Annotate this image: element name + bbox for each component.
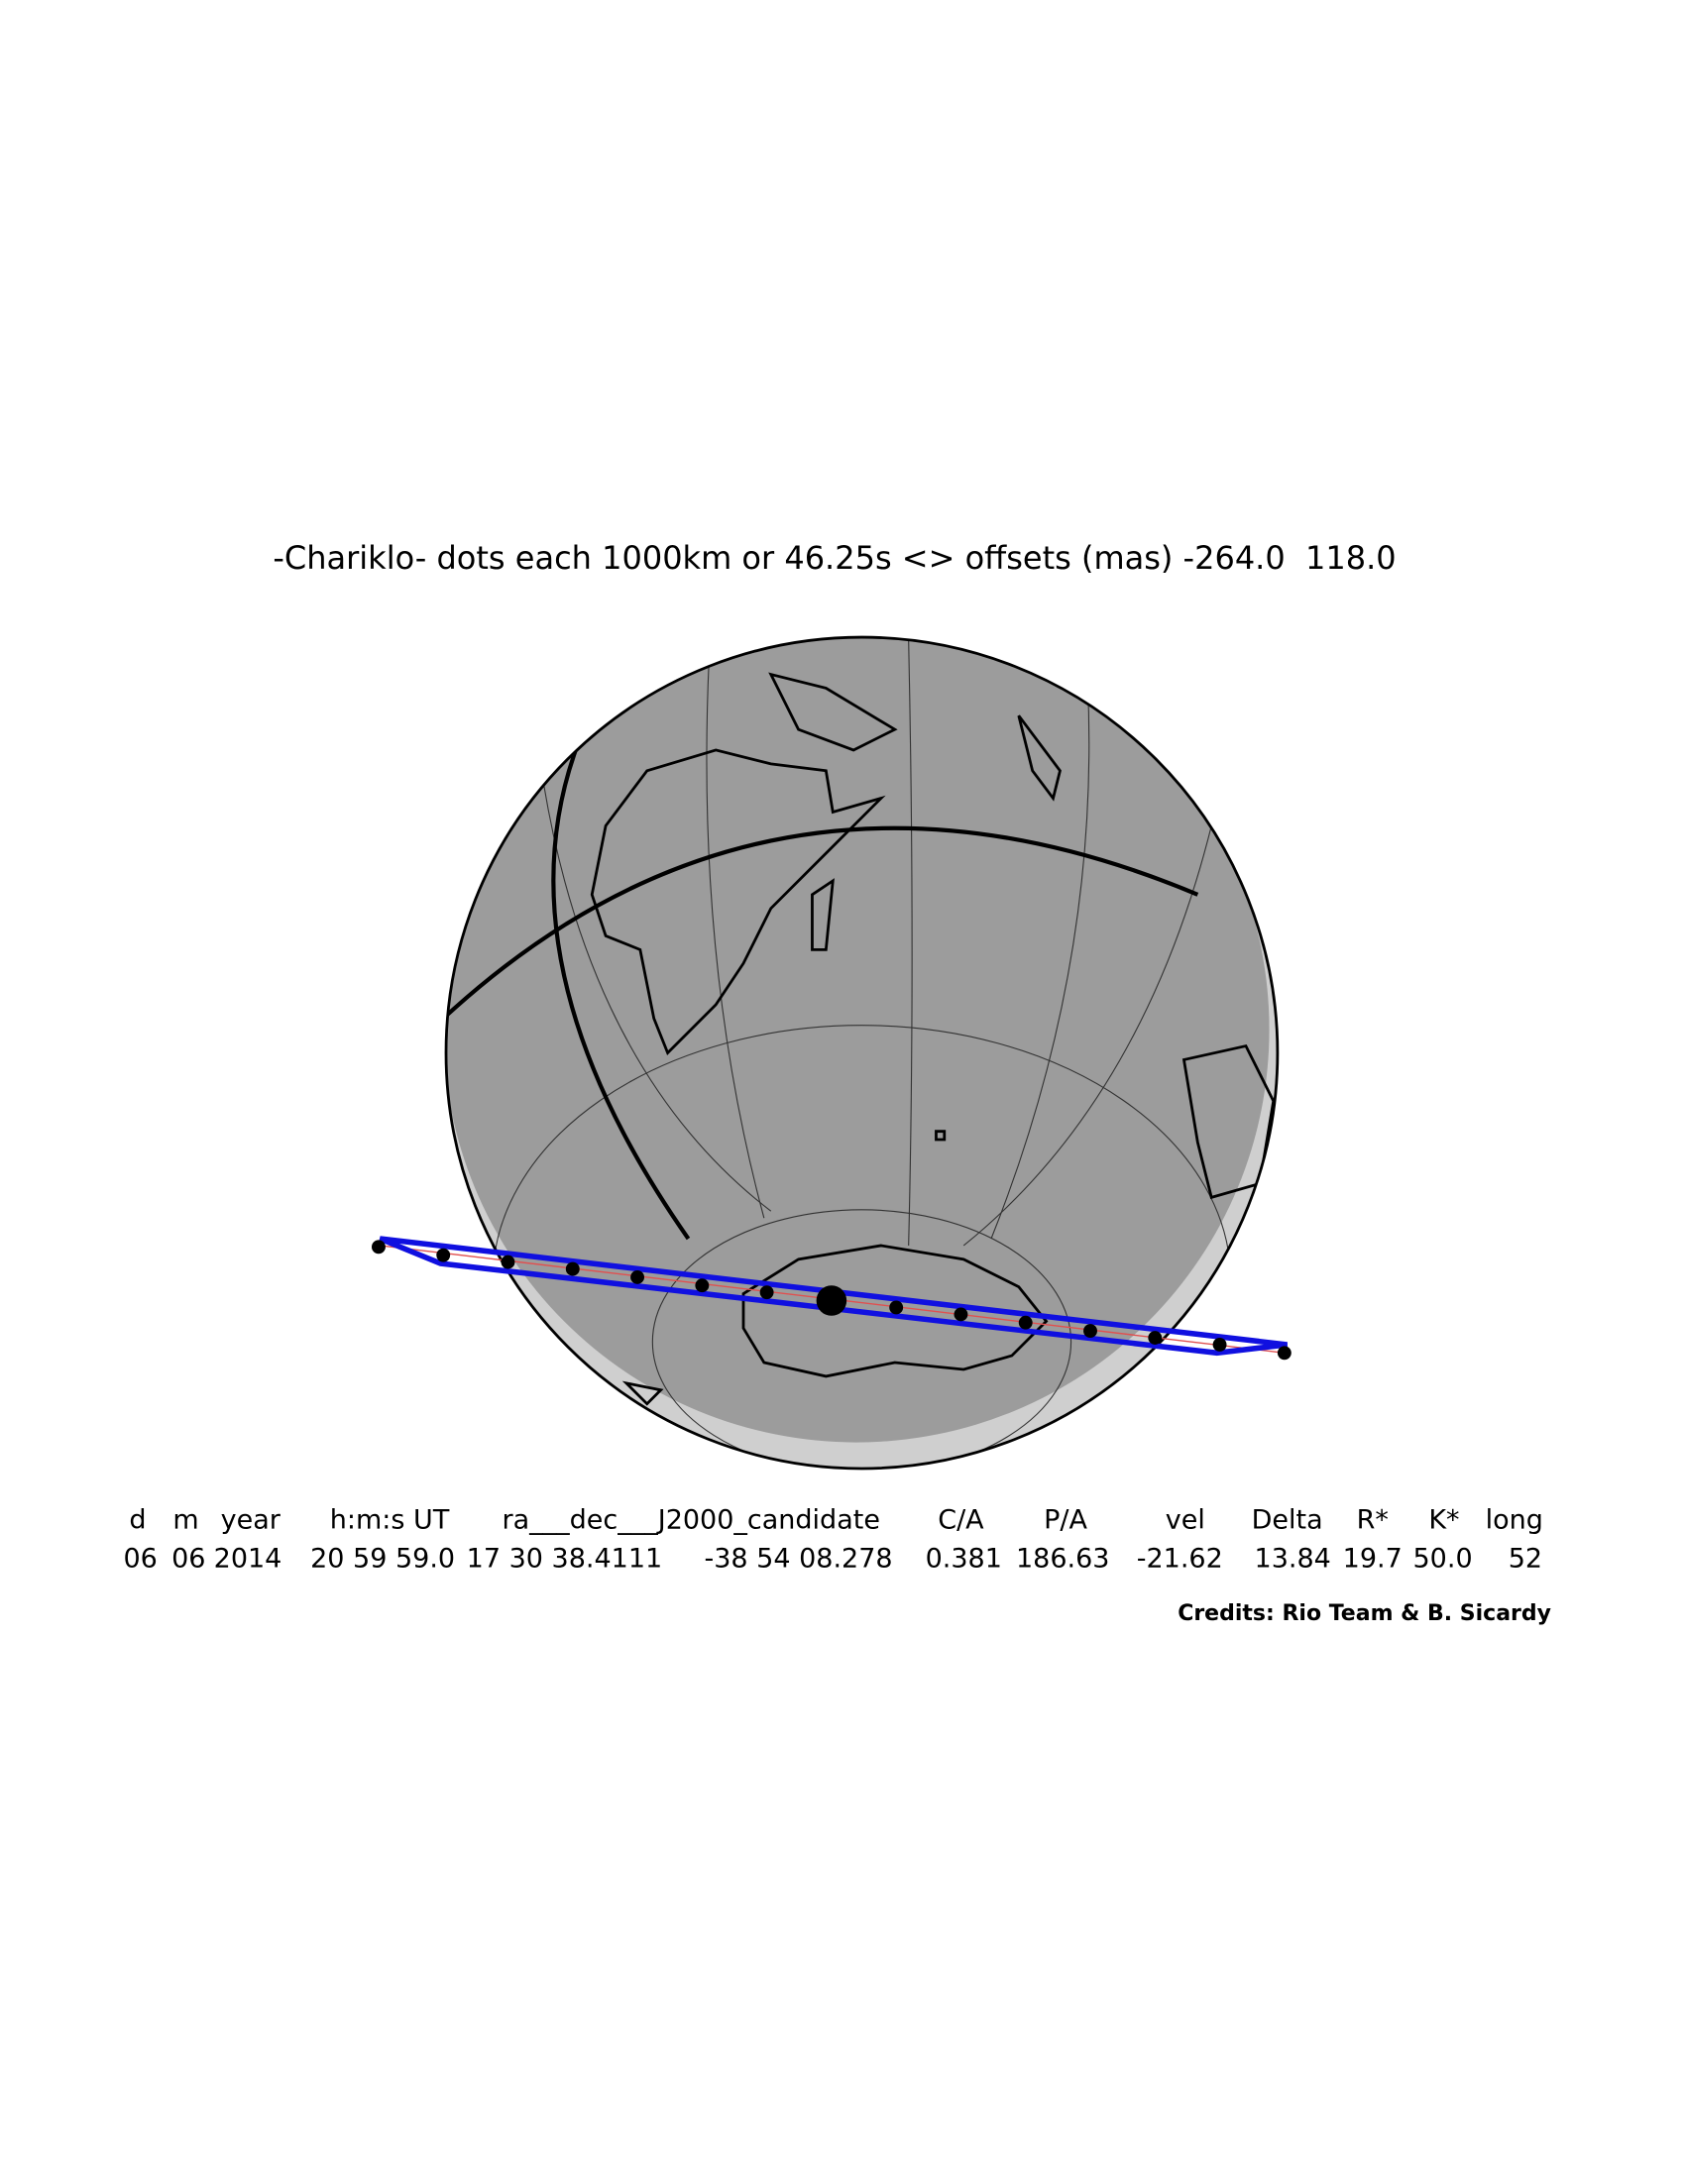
table-cell: -38 54 08.278 — [705, 1544, 893, 1575]
table-header: R* — [1357, 1505, 1389, 1536]
table-header: long — [1486, 1505, 1543, 1536]
table-cell: 52 — [1509, 1544, 1542, 1575]
table-cell: 0.381 — [926, 1544, 1002, 1575]
table-cell: 19.7 — [1343, 1544, 1403, 1575]
map-title: -Chariklo- dots each 1000km or 46.25s <>… — [273, 539, 1396, 577]
table-header: d — [129, 1505, 146, 1536]
credits: Credits: Rio Team & B. Sicardy — [1178, 1601, 1551, 1626]
table-header: P/A — [1044, 1505, 1087, 1536]
table-header: K* — [1428, 1505, 1459, 1536]
table-cell: 50.0 — [1413, 1544, 1473, 1575]
table-header: C/A — [938, 1505, 984, 1536]
table-cell: 186.63 — [1016, 1544, 1109, 1575]
info-table: d m year h:m:s UT ra___dec___J2000_candidate… — [123, 1505, 1542, 1575]
table-cell: 06 — [123, 1544, 157, 1575]
table-cell: 17 30 38.4111 — [467, 1544, 663, 1575]
table-cell: 2014 — [214, 1544, 282, 1575]
table-cell: -21.62 — [1137, 1544, 1223, 1575]
table-header: Delta — [1252, 1505, 1323, 1536]
table-header: m — [172, 1505, 198, 1536]
table-header: year — [221, 1505, 281, 1536]
table-cell: 13.84 — [1255, 1544, 1331, 1575]
table-cell: 20 59 59.0 — [310, 1544, 455, 1575]
table-header: ra___dec___J2000_candidate — [503, 1505, 880, 1536]
globe — [372, 635, 1292, 1471]
table-cell: 06 — [171, 1544, 205, 1575]
table-header: h:m:s UT — [330, 1505, 450, 1536]
table-header: vel — [1166, 1505, 1205, 1536]
